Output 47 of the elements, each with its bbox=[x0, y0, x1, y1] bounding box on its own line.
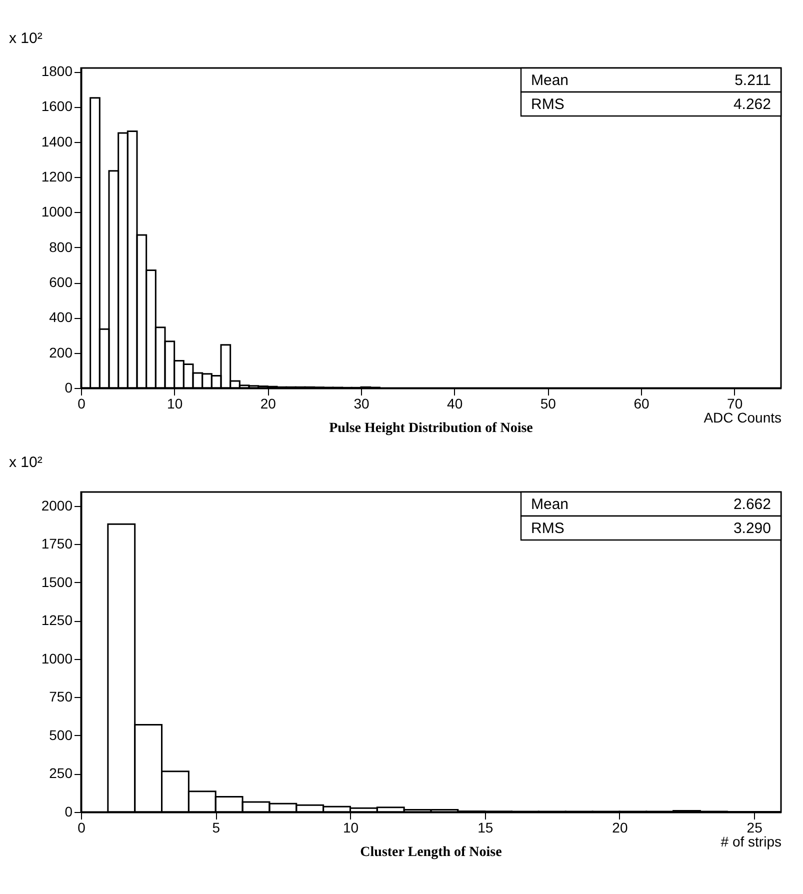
y-tick-label: 200 bbox=[49, 344, 73, 360]
y-tick-label: 250 bbox=[49, 765, 73, 782]
x-tick-label: 20 bbox=[612, 820, 628, 836]
y-tick-label: 0 bbox=[64, 804, 73, 820]
annotation: Mean bbox=[531, 496, 569, 513]
annotation: RMS bbox=[531, 96, 564, 113]
y-tick-label: 1400 bbox=[41, 133, 73, 150]
y-tick-label: 400 bbox=[49, 309, 73, 326]
y-tick-label: 800 bbox=[49, 238, 73, 255]
x-tick-label: 15 bbox=[478, 820, 494, 836]
y-tick-label: 1000 bbox=[41, 204, 73, 220]
y-tick-label: 1000 bbox=[41, 650, 73, 666]
text: x 10² bbox=[9, 454, 42, 471]
x-tick-label: 60 bbox=[634, 396, 650, 412]
annotation: Mean bbox=[531, 72, 569, 89]
x-tick-label: 0 bbox=[78, 820, 86, 836]
x-tick-label: 70 bbox=[727, 396, 743, 412]
y-tick-label: 0 bbox=[64, 380, 73, 396]
annotation: 5.211 bbox=[734, 72, 771, 89]
x-tick-label: 10 bbox=[167, 396, 183, 412]
y-tick-label: 1250 bbox=[41, 612, 73, 628]
x-axis-title: ADC Counts bbox=[704, 410, 782, 426]
text: Cluster Length of Noise bbox=[360, 845, 502, 860]
y-tick-label: 600 bbox=[49, 274, 73, 290]
x-tick-label: 25 bbox=[746, 820, 763, 836]
y-tick-label: 750 bbox=[49, 688, 73, 705]
x-tick-label: 0 bbox=[78, 396, 86, 412]
x-tick-label: 10 bbox=[342, 820, 359, 836]
x-tick-label: 40 bbox=[447, 396, 463, 412]
y-tick-label: 2000 bbox=[41, 497, 73, 514]
annotation: 3.290 bbox=[733, 520, 771, 537]
annotation: RMS bbox=[531, 520, 564, 537]
y-tick-label: 1200 bbox=[41, 168, 73, 185]
x-axis-title: # of strips bbox=[720, 834, 782, 850]
x-tick-label: 50 bbox=[540, 396, 556, 412]
y-tick-label: 1500 bbox=[41, 574, 73, 590]
annotation: 4.262 bbox=[733, 96, 771, 113]
y-tick-label: 1600 bbox=[41, 98, 73, 114]
annotation: 2.662 bbox=[733, 496, 771, 513]
y-tick-label: 1750 bbox=[41, 536, 73, 552]
x-tick-label: 20 bbox=[260, 396, 276, 412]
y-tick-label: 500 bbox=[49, 726, 73, 743]
x-tick-label: 5 bbox=[212, 820, 220, 836]
y-tick-label: 1800 bbox=[41, 63, 73, 80]
text: x 10² bbox=[9, 30, 42, 47]
x-tick-label: 30 bbox=[354, 396, 370, 412]
text: Pulse Height Distribution of Noise bbox=[329, 421, 533, 436]
